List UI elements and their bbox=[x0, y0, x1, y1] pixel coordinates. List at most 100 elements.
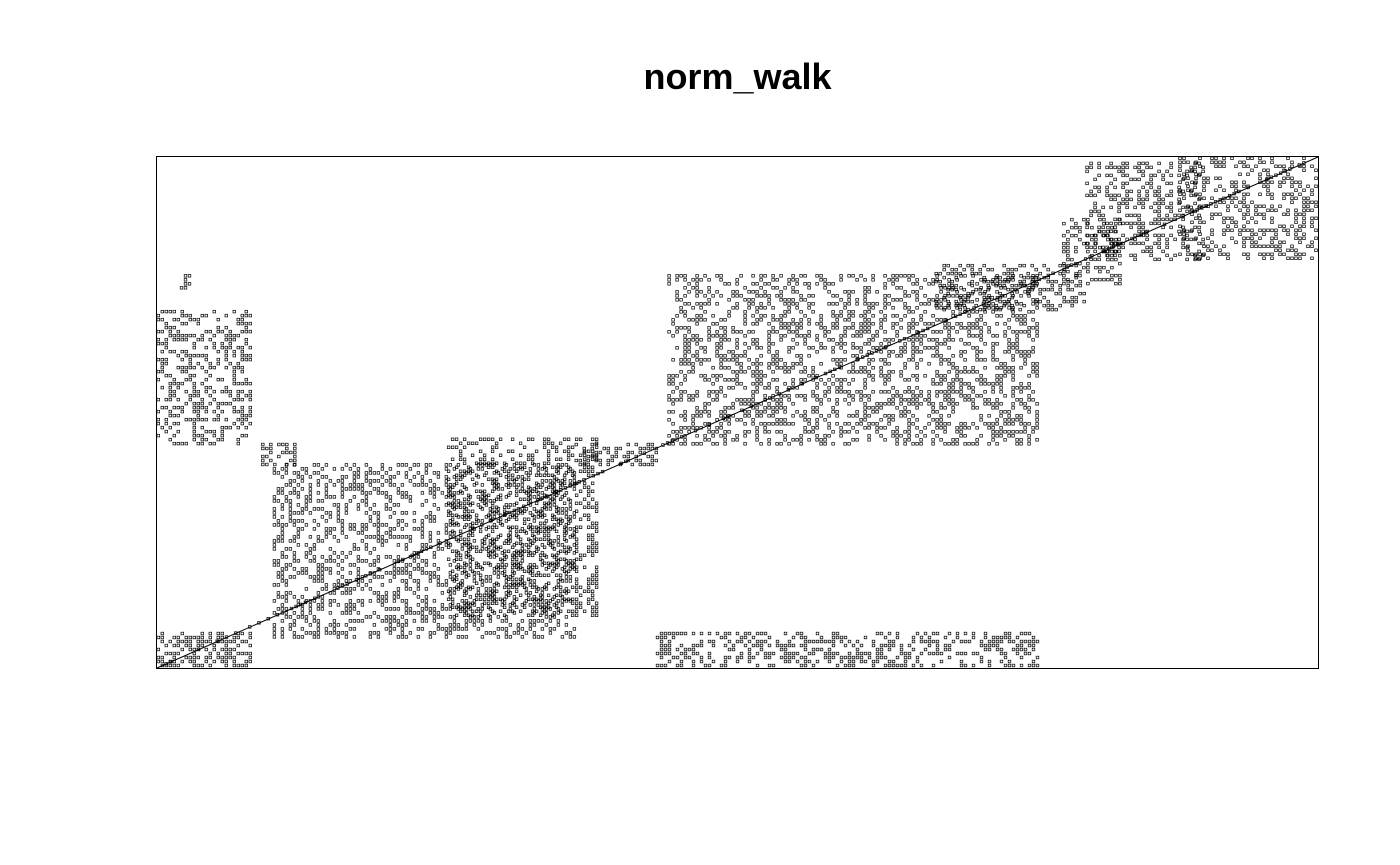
recurrence-point-c7 bbox=[883, 663, 888, 668]
recurrence-point-c8 bbox=[907, 422, 911, 426]
recurrence-point-c8 bbox=[855, 354, 859, 358]
recurrence-point-c8 bbox=[767, 302, 771, 306]
recurrence-point-c4 bbox=[388, 535, 393, 539]
recurrence-point-c8 bbox=[791, 338, 795, 342]
recurrence-point-c0 bbox=[196, 663, 200, 668]
recurrence-point-c1 bbox=[228, 333, 232, 338]
recurrence-point-c5 bbox=[498, 521, 503, 525]
recurrence-point-c8 bbox=[895, 394, 899, 398]
recurrence-point-c4 bbox=[284, 495, 289, 499]
recurrence-point-c7 bbox=[683, 631, 688, 636]
recurrence-point-c8 bbox=[935, 294, 939, 298]
recurrence-point-c4 bbox=[444, 467, 449, 471]
recurrence-point-c5 bbox=[454, 445, 459, 449]
recurrence-point-c5 bbox=[510, 585, 515, 589]
recurrence-point-c4 bbox=[376, 559, 381, 563]
recurrence-point-c4 bbox=[428, 531, 433, 535]
recurrence-point-c8 bbox=[723, 358, 727, 362]
recurrence-point-c8 bbox=[959, 386, 963, 390]
recurrence-point-c8 bbox=[775, 278, 779, 282]
recurrence-point-c8 bbox=[851, 362, 855, 366]
recurrence-point-c4 bbox=[424, 471, 429, 475]
recurrence-point-c4 bbox=[316, 483, 321, 487]
recurrence-point-c5 bbox=[458, 473, 463, 477]
recurrence-point-c8 bbox=[819, 378, 823, 382]
recurrence-point-c8 bbox=[955, 374, 959, 378]
recurrence-point-c5 bbox=[462, 469, 467, 473]
recurrence-point-c8 bbox=[931, 338, 935, 342]
recurrence-point-c8 bbox=[927, 414, 931, 418]
recurrence-point-c4 bbox=[276, 519, 281, 523]
recurrence-point-c8 bbox=[887, 338, 891, 342]
recurrence-point-c8 bbox=[743, 398, 747, 402]
recurrence-point-c5 bbox=[570, 601, 575, 605]
recurrence-point-c1 bbox=[176, 421, 180, 426]
recurrence-point-c4 bbox=[552, 503, 557, 507]
recurrence-point-c5 bbox=[510, 473, 515, 477]
recurrence-point-c4 bbox=[428, 463, 433, 467]
recurrence-point-c5 bbox=[514, 597, 519, 601]
recurrence-point-c8 bbox=[895, 286, 899, 290]
recurrence-point-c8 bbox=[715, 442, 719, 446]
recurrence-point-c1 bbox=[248, 389, 252, 394]
recurrence-point-c1 bbox=[184, 417, 188, 422]
recurrence-point-c7 bbox=[767, 635, 772, 640]
recurrence-point-c4 bbox=[308, 575, 313, 579]
recurrence-point-c8 bbox=[1031, 318, 1035, 322]
recurrence-point-c4 bbox=[504, 563, 509, 567]
recurrence-point-c10 bbox=[1098, 269, 1102, 274]
recurrence-point-c5 bbox=[450, 437, 455, 441]
recurrence-point-c4 bbox=[412, 619, 417, 623]
recurrence-point-c1 bbox=[236, 393, 240, 398]
recurrence-point-c1 bbox=[248, 321, 252, 326]
recurrence-point-c4 bbox=[460, 579, 465, 583]
recurrence-point-c4 bbox=[332, 503, 337, 507]
recurrence-point-c4 bbox=[304, 499, 309, 503]
recurrence-point-c7 bbox=[963, 651, 968, 656]
recurrence-point-c10 bbox=[1094, 277, 1098, 282]
recurrence-point-c8 bbox=[907, 418, 911, 422]
recurrence-point-c8 bbox=[707, 298, 711, 302]
recurrence-point-c8 bbox=[971, 386, 975, 390]
recurrence-point-c7 bbox=[927, 639, 932, 644]
recurrence-point-c0 bbox=[204, 639, 208, 644]
recurrence-point-c1 bbox=[184, 389, 188, 394]
recurrence-point-c4 bbox=[396, 591, 401, 595]
recurrence-point-c4 bbox=[340, 491, 345, 495]
recurrence-point-c8 bbox=[743, 354, 747, 358]
recurrence-point-c1 bbox=[156, 421, 160, 426]
recurrence-point-c4 bbox=[316, 539, 321, 543]
recurrence-point-c8 bbox=[983, 390, 987, 394]
recurrence-point-c1 bbox=[168, 413, 172, 418]
recurrence-point-c4 bbox=[284, 499, 289, 503]
recurrence-point-c8 bbox=[975, 298, 979, 302]
recurrence-point-c5 bbox=[450, 601, 455, 605]
recurrence-point-c8 bbox=[723, 414, 727, 418]
recurrence-point-c5 bbox=[550, 613, 555, 617]
recurrence-point-c1 bbox=[204, 429, 208, 434]
recurrence-point-c4 bbox=[360, 483, 365, 487]
recurrence-point-c4 bbox=[324, 463, 329, 467]
recurrence-point-c5 bbox=[466, 493, 471, 497]
recurrence-point-c5 bbox=[470, 501, 475, 505]
recurrence-point-c0 bbox=[192, 651, 196, 656]
recurrence-point-c7 bbox=[819, 647, 824, 652]
recurrence-point-c5 bbox=[538, 557, 543, 561]
recurrence-point-c4 bbox=[456, 563, 461, 567]
recurrence-point-c7 bbox=[1003, 655, 1008, 660]
recurrence-point-c4 bbox=[496, 635, 501, 639]
recurrence-point-c8 bbox=[687, 358, 691, 362]
recurrence-point-c4 bbox=[324, 559, 329, 563]
recurrence-point-c5 bbox=[514, 485, 519, 489]
recurrence-point-c8 bbox=[831, 430, 835, 434]
recurrence-point-c8 bbox=[875, 346, 879, 350]
recurrence-point-c8 bbox=[783, 410, 787, 414]
recurrence-point-c8 bbox=[979, 394, 983, 398]
recurrence-point-c8 bbox=[699, 362, 703, 366]
recurrence-point-c10 bbox=[1118, 221, 1122, 226]
recurrence-point-c4 bbox=[556, 623, 561, 627]
recurrence-point-c8 bbox=[759, 410, 763, 414]
recurrence-point-c4 bbox=[416, 583, 421, 587]
recurrence-point-c1 bbox=[172, 333, 176, 338]
recurrence-point-c4 bbox=[424, 599, 429, 603]
